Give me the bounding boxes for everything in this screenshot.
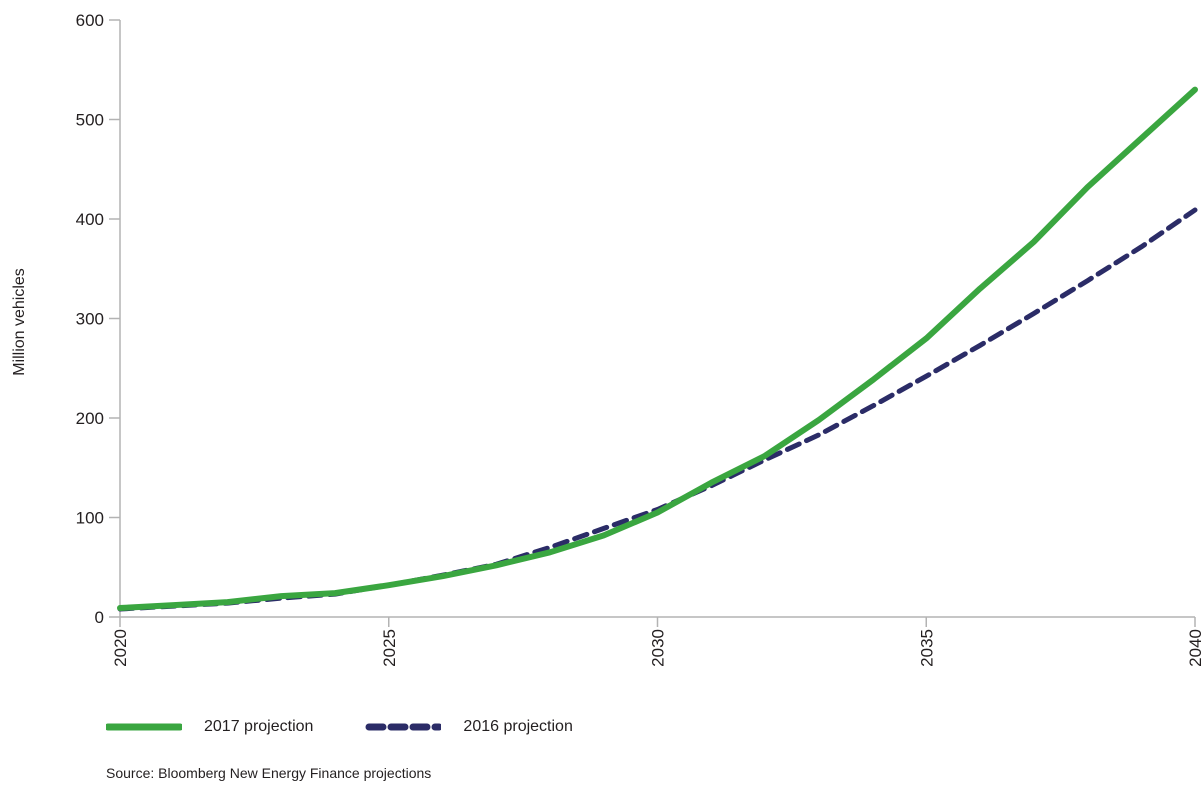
legend-item-2016: 2016 projection [365,718,573,736]
y-tick-label: 600 [76,11,104,30]
y-tick-label: 0 [95,608,104,627]
y-tick-label: 400 [76,210,104,229]
legend: 2017 projection 2016 projection [106,718,625,736]
y-tick-label: 100 [76,509,104,528]
series-line-2016 [117,207,1198,612]
y-tick-label: 300 [76,310,104,329]
x-tick-label: 2040 [1186,629,1203,667]
source-note: Source: Bloomberg New Energy Finance pro… [106,765,432,781]
x-tick-label: 2020 [111,629,130,667]
x-tick-label: 2025 [380,629,399,667]
legend-item-2017: 2017 projection [106,718,313,736]
y-axis-title: Million vehicles [11,268,28,376]
y-tick-label: 500 [76,111,104,130]
series-layer [117,86,1198,612]
chart-axes: 0 100 200 300 400 500 600 2020 2025 2030 2035 2040 [76,11,1203,667]
x-tick-label: 2035 [917,629,936,667]
legend-swatch-2017 [106,723,182,731]
series-line-2017 [117,86,1198,611]
legend-label-2016: 2016 projection [463,718,573,735]
legend-swatch-2016 [365,723,442,731]
legend-label-2017: 2017 projection [204,718,314,735]
y-tick-label: 200 [76,409,104,428]
x-tick-label: 2030 [649,629,668,667]
